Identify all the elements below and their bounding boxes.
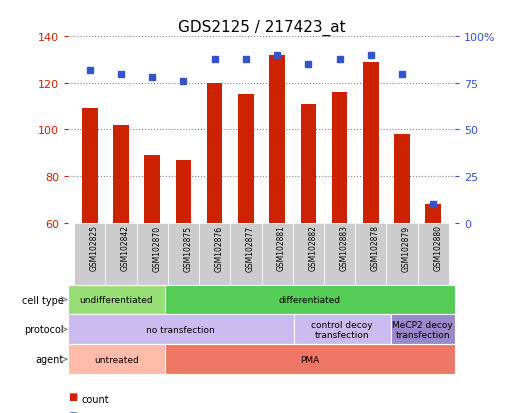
- Text: control decoy
transfection: control decoy transfection: [311, 320, 373, 339]
- Bar: [199, 223, 230, 285]
- Title: GDS2125 / 217423_at: GDS2125 / 217423_at: [178, 20, 345, 36]
- Text: GSM102878: GSM102878: [371, 225, 380, 271]
- Text: agent: agent: [36, 354, 64, 364]
- Text: GSM102876: GSM102876: [214, 225, 224, 271]
- Bar: [293, 223, 324, 285]
- Bar: [113, 126, 129, 223]
- Text: ■: ■: [68, 391, 77, 401]
- Bar: [230, 223, 262, 285]
- Bar: [425, 204, 441, 223]
- Text: ■: ■: [68, 410, 77, 413]
- Text: GSM102879: GSM102879: [402, 225, 411, 271]
- Text: differentiated: differentiated: [279, 295, 341, 304]
- Bar: [106, 223, 137, 285]
- Text: GSM102875: GSM102875: [184, 225, 192, 271]
- Bar: [391, 315, 455, 344]
- Text: GSM102881: GSM102881: [277, 225, 286, 271]
- Bar: [262, 223, 293, 285]
- Bar: [68, 344, 165, 374]
- Text: GSM102877: GSM102877: [246, 225, 255, 271]
- Bar: [207, 84, 222, 223]
- Bar: [74, 223, 106, 285]
- Text: PMA: PMA: [300, 355, 320, 364]
- Bar: [165, 285, 455, 315]
- Bar: [332, 93, 347, 223]
- Bar: [238, 95, 254, 223]
- Text: count: count: [81, 394, 109, 404]
- Bar: [301, 104, 316, 223]
- Text: no transfection: no transfection: [146, 325, 215, 334]
- Bar: [165, 344, 455, 374]
- Bar: [144, 156, 160, 223]
- Text: GSM102842: GSM102842: [121, 225, 130, 271]
- Bar: [68, 315, 294, 344]
- Bar: [176, 160, 191, 223]
- Bar: [82, 109, 98, 223]
- Text: GSM102883: GSM102883: [339, 225, 348, 271]
- Text: untreated: untreated: [94, 355, 139, 364]
- Bar: [417, 223, 449, 285]
- Bar: [324, 223, 355, 285]
- Text: GSM102882: GSM102882: [309, 225, 317, 271]
- Bar: [394, 135, 410, 223]
- Bar: [363, 63, 379, 223]
- Bar: [355, 223, 386, 285]
- Text: GSM102825: GSM102825: [90, 225, 99, 271]
- Bar: [168, 223, 199, 285]
- Bar: [68, 285, 165, 315]
- Text: GSM102870: GSM102870: [152, 225, 161, 271]
- Bar: [386, 223, 417, 285]
- Text: GSM102880: GSM102880: [433, 225, 442, 271]
- Text: MeCP2 decoy
transfection: MeCP2 decoy transfection: [392, 320, 453, 339]
- Text: undifferentiated: undifferentiated: [79, 295, 153, 304]
- Bar: [269, 56, 285, 223]
- Bar: [294, 315, 391, 344]
- Bar: [137, 223, 168, 285]
- Text: protocol: protocol: [25, 325, 64, 335]
- Text: cell type: cell type: [22, 295, 64, 305]
